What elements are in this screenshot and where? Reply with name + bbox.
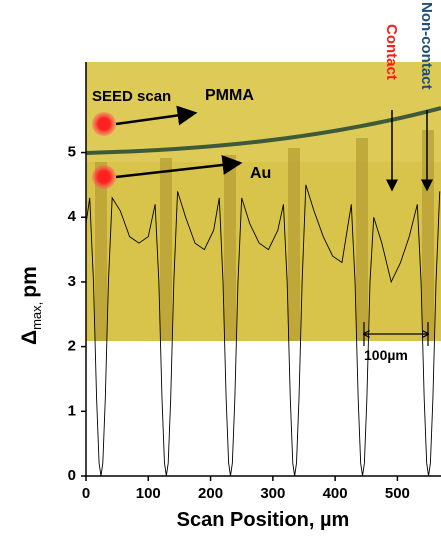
annotation: SEED scan xyxy=(92,88,171,105)
annotation: Au xyxy=(250,165,271,182)
x-tick-label: 400 xyxy=(323,485,348,502)
y-label-subscript: max, xyxy=(29,302,44,330)
x-tick-label: 0 xyxy=(82,485,90,502)
data-line xyxy=(85,184,441,477)
x-tick-label: 300 xyxy=(260,485,285,502)
y-tick-label: 5 xyxy=(68,144,76,161)
y-axis-label: Δmax, pm xyxy=(18,266,44,345)
y-tick-label: 1 xyxy=(68,402,76,419)
x-axis-label: Scan Position, µm xyxy=(177,509,350,531)
y-tick-label: 2 xyxy=(68,338,76,355)
y-tick-label: 4 xyxy=(68,208,77,225)
y-label-unit: pm xyxy=(18,266,41,298)
x-tick-label: 100 xyxy=(136,485,161,502)
annotation: PMMA xyxy=(205,87,254,104)
annotations: SEED scan PMMA Au Contact Non-contact 10… xyxy=(92,2,435,363)
annotation: Contact xyxy=(383,24,400,80)
annotation: 100µm xyxy=(364,347,408,363)
axes xyxy=(85,62,441,477)
x-tick-label: 200 xyxy=(198,485,223,502)
annotation: Non-contact xyxy=(418,2,435,90)
y-tick-label: 0 xyxy=(68,467,76,484)
y-label-symbol: Δ xyxy=(18,330,41,345)
y-tick-label: 3 xyxy=(68,273,76,290)
micrograph xyxy=(85,62,441,341)
x-tick-label: 500 xyxy=(385,485,410,502)
